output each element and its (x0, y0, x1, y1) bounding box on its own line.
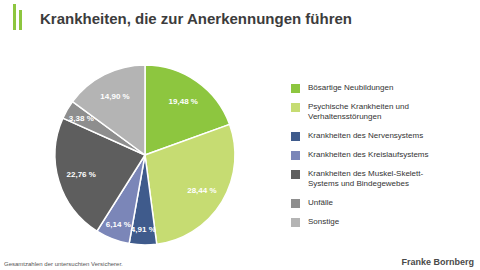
slices (55, 65, 235, 245)
data-label: 6,14 % (106, 220, 131, 229)
title: Krankheiten, die zur Anerkennungen führe… (40, 10, 352, 27)
legend-swatch (291, 199, 300, 208)
legend-label: Psychische Krankheiten und Verhaltensstö… (308, 102, 443, 122)
footnote: Gesamtzahlen der untersuchten Versichere… (4, 261, 123, 267)
legend-item: Krankheiten des Kreislaufsystems (291, 150, 466, 160)
legend-label: Unfälle (308, 198, 443, 208)
legend-swatch (291, 84, 300, 93)
legend-label: Krankheiten des Kreislaufsystems (308, 150, 443, 160)
data-label: 19,48 % (169, 97, 198, 106)
pie-slice (145, 124, 235, 244)
legend-label: Sonstige (308, 217, 443, 227)
legend-label: Bösartige Neubildungen (308, 83, 443, 93)
data-label: 22,76 % (67, 170, 96, 179)
pie-slice (73, 65, 145, 155)
legend-swatch (291, 151, 300, 160)
title-icon (13, 4, 16, 30)
legend-swatch (291, 103, 300, 112)
legend-label: Krankheiten des Muskel-Skelett-Systems u… (308, 169, 443, 189)
legend-label: Krankheiten des Nervensystems (308, 131, 443, 141)
legend-item: Bösartige Neubildungen (291, 83, 466, 93)
logo-text: Franke Bornberg (401, 257, 474, 267)
legend-item: Krankheiten des Muskel-Skelett-Systems u… (291, 169, 466, 189)
legend: Bösartige Neubildungen Psychische Krankhe… (291, 83, 466, 227)
data-labels: 19,48 % 28,44 % 4,91 %6,14 % 22,76 % 3,38 % 1… (67, 92, 217, 234)
data-label: 28,44 % (187, 186, 216, 195)
legend-item: Psychische Krankheiten und Verhaltensstö… (291, 102, 466, 122)
data-label: 4,91 % (131, 225, 156, 234)
legend-item: Sonstige (291, 217, 466, 227)
legend-swatch (291, 170, 300, 179)
legend-item: Unfälle (291, 198, 466, 208)
legend-swatch (291, 218, 300, 227)
legend-swatch (291, 132, 300, 141)
title-icon (19, 10, 22, 30)
data-label: 14,90 % (100, 92, 129, 101)
legend-item: Krankheiten des Nervensystems (291, 131, 466, 141)
data-label: 3,38 % (69, 114, 94, 123)
